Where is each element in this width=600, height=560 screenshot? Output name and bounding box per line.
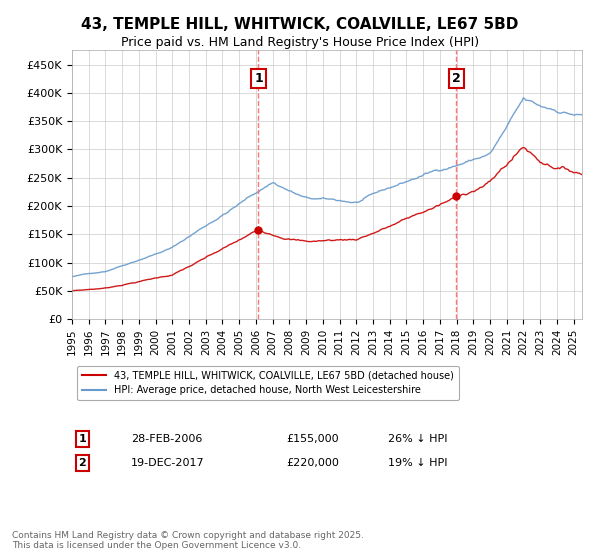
Text: Price paid vs. HM Land Registry's House Price Index (HPI): Price paid vs. HM Land Registry's House … bbox=[121, 36, 479, 49]
Text: 19-DEC-2017: 19-DEC-2017 bbox=[131, 458, 204, 468]
Text: Contains HM Land Registry data © Crown copyright and database right 2025.
This d: Contains HM Land Registry data © Crown c… bbox=[12, 530, 364, 550]
Text: 2: 2 bbox=[452, 72, 460, 85]
Text: 2: 2 bbox=[79, 458, 86, 468]
Text: 43, TEMPLE HILL, WHITWICK, COALVILLE, LE67 5BD: 43, TEMPLE HILL, WHITWICK, COALVILLE, LE… bbox=[82, 17, 518, 32]
Text: £155,000: £155,000 bbox=[286, 434, 339, 444]
Legend: 43, TEMPLE HILL, WHITWICK, COALVILLE, LE67 5BD (detached house), HPI: Average pr: 43, TEMPLE HILL, WHITWICK, COALVILLE, LE… bbox=[77, 366, 458, 400]
Text: 28-FEB-2006: 28-FEB-2006 bbox=[131, 434, 202, 444]
Text: £220,000: £220,000 bbox=[286, 458, 339, 468]
Text: 26% ↓ HPI: 26% ↓ HPI bbox=[388, 434, 448, 444]
Text: 1: 1 bbox=[79, 434, 86, 444]
Text: 19% ↓ HPI: 19% ↓ HPI bbox=[388, 458, 448, 468]
Text: 1: 1 bbox=[254, 72, 263, 85]
